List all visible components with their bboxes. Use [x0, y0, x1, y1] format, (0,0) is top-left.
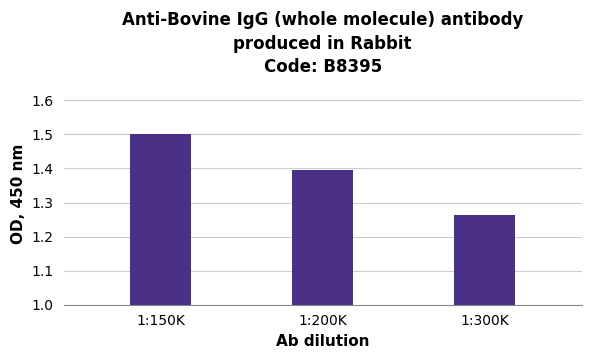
X-axis label: Ab dilution: Ab dilution	[276, 334, 369, 349]
Bar	[454, 215, 515, 360]
Bar	[130, 135, 192, 360]
Title: Anti-Bovine IgG (whole molecule) antibody
produced in Rabbit
Code: B8395: Anti-Bovine IgG (whole molecule) antibod…	[122, 11, 524, 76]
Y-axis label: OD, 450 nm: OD, 450 nm	[11, 144, 26, 244]
Bar	[292, 170, 353, 360]
